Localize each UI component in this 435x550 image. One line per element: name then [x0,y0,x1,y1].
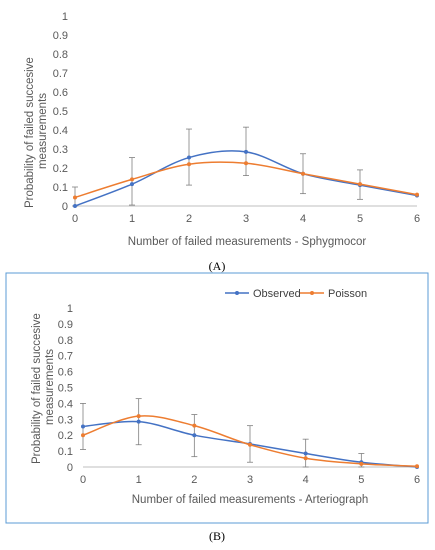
chart-a-series [73,149,419,208]
chart-a-poisson-point [187,162,191,167]
chart-a-y-tick-label: 0.5 [53,106,68,118]
chart-b-y-tick-label: 0.3 [58,414,73,426]
chart-a-observed-point [73,204,77,208]
chart-b-y-tick-label: 0 [67,462,73,474]
chart-a-y-tick-label: 0.8 [53,49,68,61]
chart-b-legend: Observed Poisson [225,288,367,300]
chart-a-poisson-point [358,182,362,187]
chart-a: 0 0.1 0.2 0.3 0.4 0.5 0.6 0.7 0.8 0.9 1 0 1 2 3 4 5 6 Pr… [24,11,420,248]
chart-b-x-tick-label: 0 [80,474,86,486]
panel-b-frame [5,272,429,524]
chart-a-y-ticks: 0 0.1 0.2 0.3 0.4 0.5 0.6 0.7 0.8 0.9 1 [53,11,68,213]
legend-poisson-label: Poisson [328,288,367,300]
chart-b-poisson-point [359,461,364,466]
chart-b-x-tick-label: 6 [414,474,420,486]
panel-b-label: (B) [209,529,225,543]
chart-a-x-axis-title: Number of failed measurements - Sphygmoc… [128,236,367,248]
chart-a-y-tick-label: 0.6 [53,87,68,99]
legend-observed-label: Observed [253,288,301,300]
chart-b-y-tick-label: 0.6 [58,367,73,379]
chart-b-x-axis-title: Number of failed measurements - Arteriog… [132,494,369,506]
chart-b-y-tick-label: 0.1 [58,446,73,458]
chart-b-x-tick-label: 2 [191,474,197,486]
chart-b-observed-point [192,433,197,438]
chart-b-y-tick-label: 0.2 [58,430,73,442]
legend-observed-marker [235,291,239,295]
chart-b-y-tick-label: 0.8 [58,335,73,347]
chart-a-poisson-point [415,192,419,197]
chart-a-x-ticks: 0 1 2 3 4 5 6 [72,213,420,225]
chart-a-y-axis-title-line2: measurements [37,93,49,169]
chart-a-y-axis-title: Probability of failed succesive measurem… [24,54,49,208]
chart-a-poisson-point [244,161,248,166]
chart-a-y-tick-label: 0.1 [53,182,68,194]
chart-a-poisson-point [73,195,77,200]
chart-b-poisson-point [303,456,308,461]
chart-a-observed-point [244,149,248,154]
chart-b-y-tick-label: 1 [67,303,73,315]
chart-a-observed-point [187,155,191,160]
chart-b-poisson-point [415,464,419,469]
chart-b-y-axis-title: Probability of failed succesive measurem… [31,310,56,464]
chart-b-y-tick-label: 0.9 [58,319,73,331]
chart-a-y-tick-label: 0.3 [53,144,68,156]
chart-b-y-axis-title-line1: Probability of failed succesive [31,313,43,464]
chart-a-y-tick-label: 0.9 [53,30,68,42]
chart-a-x-tick-label: 0 [72,213,78,225]
chart-a-y-tick-label: 0.2 [53,163,68,175]
chart-a-x-tick-label: 2 [186,213,192,225]
chart-a-poisson-point [130,177,134,182]
chart-b-x-tick-label: 5 [358,474,364,486]
chart-b-y-tick-label: 0.7 [58,351,73,363]
chart-a-error-bars [72,126,363,207]
chart-b-x-tick-label: 3 [247,474,253,486]
chart-b-y-tick-label: 0.4 [58,398,73,410]
chart-a-y-tick-label: 0.7 [53,68,68,80]
chart-a-x-tick-label: 3 [243,213,249,225]
chart-a-y-axis-title-line1: Probability of failed succesive [24,57,36,208]
chart-b-x-tick-label: 4 [303,474,309,486]
chart-a-y-tick-label: 1 [62,11,68,23]
chart-b: 0 0.1 0.2 0.3 0.4 0.5 0.6 0.7 0.8 0.9 1 0 1 2 3 4 5 6 Pr… [31,288,420,506]
legend-poisson-marker [310,291,314,295]
chart-b-y-axis-title-line2: measurements [44,349,56,425]
chart-a-y-tick-label: 0 [62,201,68,213]
chart-b-poisson-point [136,414,141,419]
chart-b-x-tick-label: 1 [136,474,142,486]
chart-b-y-tick-label: 0.5 [58,383,73,395]
chart-a-x-tick-label: 6 [414,213,420,225]
chart-a-x-tick-label: 5 [357,213,363,225]
chart-a-y-tick-label: 0.4 [53,125,68,137]
chart-b-poisson-point [192,423,197,428]
chart-a-poisson-point [301,171,305,176]
chart-a-x-tick-label: 1 [129,213,135,225]
chart-b-observed-point [136,419,141,424]
chart-a-observed-point [130,182,134,187]
chart-a-x-tick-label: 4 [300,213,306,225]
panel-a-label: (A) [209,259,226,273]
chart-b-poisson-point [248,442,252,447]
chart-b-y-ticks: 0 0.1 0.2 0.3 0.4 0.5 0.6 0.7 0.8 0.9 1 [58,303,73,474]
chart-b-observed-point [81,424,85,429]
chart-b-series [81,414,419,469]
chart-b-poisson-point [81,433,85,438]
chart-b-observed-point [303,451,308,456]
chart-b-x-ticks: 0 1 2 3 4 5 6 [80,474,420,486]
